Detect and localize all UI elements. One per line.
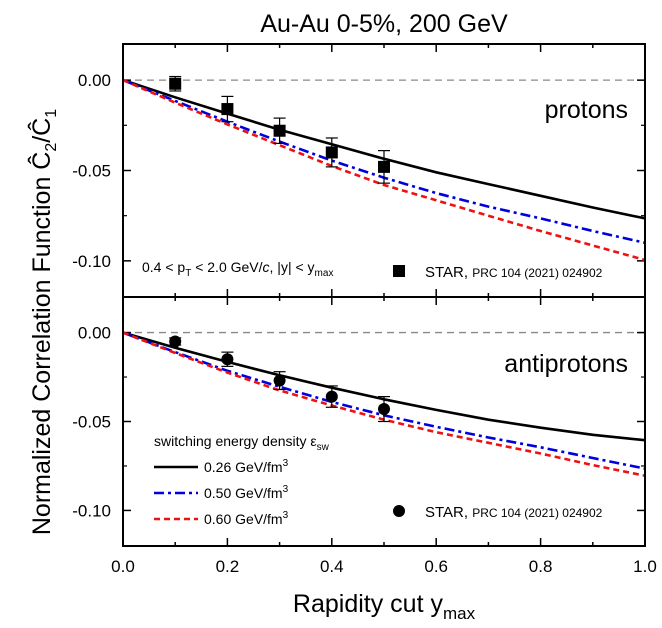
data-point-square <box>325 146 338 159</box>
x-tick-label: 0.8 <box>529 557 553 576</box>
data-point-circle <box>378 403 390 416</box>
legend-star-top: STAR, PRC 104 (2021) 024902 <box>425 264 603 281</box>
y-tick-label: -0.10 <box>72 501 111 520</box>
antiprotons-panel: 0.00 -0.05 -0.10 0.0 0.2 0.4 0.6 0.8 1.0 <box>72 297 657 576</box>
data-point-square <box>221 103 234 116</box>
x-tick-label: 1.0 <box>633 557 657 576</box>
data-point-circle <box>325 390 338 403</box>
y-tick-label: 0.00 <box>78 71 111 90</box>
panel-label-protons: protons <box>545 96 628 124</box>
legend-label-0.26: 0.26 GeV/fm3 <box>204 458 289 475</box>
legend-title: switching energy density εsw <box>154 433 330 453</box>
plot-frame <box>122 43 646 547</box>
y-axis-label: Normalized Correlation Function Ĉ2/Ĉ1 <box>27 109 60 535</box>
kinematic-cut-annotation: 0.4 < pT < 2.0 GeV/c, |y| < ymax <box>142 259 333 279</box>
x-tick-label: 0.4 <box>320 557 344 576</box>
panel-label-antiprotons: antiprotons <box>504 350 628 378</box>
y-tick-label: -0.05 <box>72 162 111 181</box>
legend-star-bottom: STAR, PRC 104 (2021) 024902 <box>425 504 603 521</box>
legend-marker-square <box>393 265 405 277</box>
chart-title: Au-Au 0-5%, 200 GeV <box>260 10 508 38</box>
data-point-circle <box>169 335 182 348</box>
legend-label-0.60: 0.60 GeV/fm3 <box>204 510 289 527</box>
x-tick-label: 0.2 <box>216 557 240 576</box>
series-line-solid <box>122 331 646 442</box>
x-axis-label: Rapidity cut ymax <box>293 590 476 623</box>
data-point-circle <box>221 353 234 366</box>
data-point-circle <box>273 374 286 387</box>
legend-marker-circle <box>393 505 405 517</box>
y-tick-label: -0.10 <box>72 252 111 271</box>
data-point-square <box>169 77 182 90</box>
x-tick-label: 0.0 <box>111 557 135 576</box>
x-tick-label: 0.6 <box>424 557 448 576</box>
y-tick-label: 0.00 <box>78 324 111 343</box>
y-tick-label: -0.05 <box>72 413 111 432</box>
legend-label-0.50: 0.50 GeV/fm3 <box>204 484 289 501</box>
data-point-square <box>378 160 390 173</box>
series-line-dashed <box>122 78 646 262</box>
data-point-square <box>273 124 286 137</box>
